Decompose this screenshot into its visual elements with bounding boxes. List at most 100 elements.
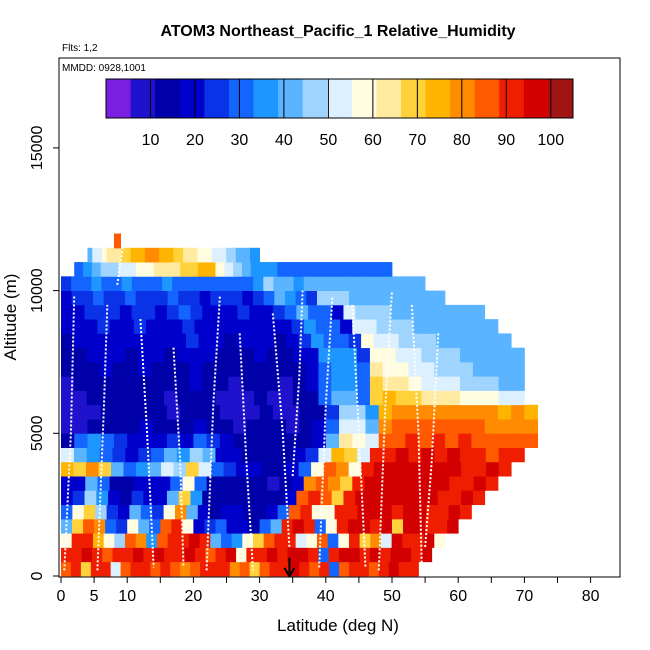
heatmap-cell xyxy=(194,476,208,491)
heatmap-cell xyxy=(259,518,272,534)
heatmap-cell xyxy=(202,347,216,363)
heatmap-cell xyxy=(176,361,191,377)
heatmap-cell xyxy=(202,490,215,506)
heatmap-cell xyxy=(272,433,287,448)
heatmap-cell xyxy=(71,276,82,291)
heatmap-cell xyxy=(133,319,147,334)
heatmap-cell xyxy=(460,347,474,363)
heatmap-cell xyxy=(127,433,141,448)
heatmap-cell xyxy=(511,404,525,420)
heatmap-cell xyxy=(190,561,201,577)
heatmap-cell xyxy=(219,404,234,420)
heatmap-cells xyxy=(61,233,539,577)
heatmap-cell xyxy=(286,333,299,349)
heatmap-cell xyxy=(221,247,227,263)
heatmap-cell xyxy=(376,319,390,334)
heatmap-cell xyxy=(248,333,262,349)
heatmap-cell xyxy=(166,304,180,320)
heatmap-cell xyxy=(254,347,268,363)
heatmap-cell xyxy=(370,290,382,306)
heatmap-cell xyxy=(311,461,324,477)
heatmap-cell xyxy=(171,518,183,534)
heatmap-cell xyxy=(101,276,112,291)
heatmap-cell xyxy=(86,376,101,391)
heatmap-cell xyxy=(200,561,211,577)
heatmap-cell xyxy=(395,390,409,406)
heatmap-cell xyxy=(138,518,150,534)
heatmap-cell xyxy=(497,404,512,420)
heatmap-cell xyxy=(458,433,472,448)
heatmap-cell xyxy=(392,433,406,448)
heatmap-cell xyxy=(252,533,265,548)
heatmap-cell xyxy=(274,533,286,548)
heatmap-cell xyxy=(254,247,260,263)
heatmap-cell xyxy=(202,247,208,263)
heatmap-cell xyxy=(266,447,281,463)
heatmap-cell xyxy=(378,561,390,577)
heatmap-cell xyxy=(182,518,194,534)
heatmap-cell xyxy=(118,504,130,520)
heatmap-cell xyxy=(96,304,109,320)
heatmap-cell xyxy=(151,447,165,463)
heatmap-cell xyxy=(259,419,274,434)
heatmap-cell xyxy=(461,333,475,349)
heatmap-cell xyxy=(254,504,267,520)
heatmap-cell xyxy=(215,262,225,277)
heatmap-cell xyxy=(84,490,97,506)
heatmap-cell xyxy=(206,404,221,420)
heatmap-cell xyxy=(312,433,327,448)
heatmap-cell xyxy=(511,361,525,377)
heatmap-cell xyxy=(352,319,365,334)
heatmap-cell xyxy=(237,490,250,506)
heatmap-cell xyxy=(414,276,426,291)
heatmap-cell xyxy=(384,276,396,291)
heatmap-cell xyxy=(149,247,155,263)
x-tick-label: 30 xyxy=(251,588,269,605)
heatmap-cell xyxy=(344,390,358,406)
heatmap-cell xyxy=(331,376,345,391)
heatmap-cell xyxy=(136,262,146,277)
heatmap-cell xyxy=(83,262,93,277)
heatmap-cell xyxy=(215,547,227,563)
heatmap-cell xyxy=(331,361,345,377)
heatmap-cell xyxy=(421,547,433,563)
heatmap-cell xyxy=(382,390,397,406)
heatmap-cell xyxy=(357,504,370,520)
heatmap-cell xyxy=(163,447,178,463)
heatmap-cell xyxy=(61,376,75,391)
heatmap-cell xyxy=(207,247,213,263)
heatmap-cell xyxy=(87,247,93,263)
heatmap-cell xyxy=(127,404,141,420)
colorbar-segment xyxy=(228,79,254,118)
heatmap-cell xyxy=(131,490,144,506)
heatmap-cell xyxy=(329,561,340,577)
heatmap-cell xyxy=(297,547,309,563)
heatmap-cell xyxy=(402,533,414,548)
heatmap-cell xyxy=(318,361,332,377)
heatmap-cell xyxy=(485,361,500,377)
heatmap-cell xyxy=(210,533,222,548)
heatmap-cell xyxy=(125,390,139,406)
heatmap-cell xyxy=(113,419,128,434)
heatmap-cell xyxy=(308,490,321,506)
heatmap-cell xyxy=(339,404,353,420)
heatmap-cell xyxy=(325,518,338,534)
heatmap-cell xyxy=(146,290,158,306)
heatmap-cell xyxy=(357,347,371,363)
heatmap-cell xyxy=(423,533,435,548)
heatmap-cell xyxy=(160,561,171,577)
heatmap-cell xyxy=(392,518,404,534)
flight-track xyxy=(351,304,367,568)
heatmap-cell xyxy=(163,504,176,520)
heatmap-cell xyxy=(299,561,310,577)
heatmap-cell xyxy=(378,304,391,320)
heatmap-cell xyxy=(408,390,422,406)
heatmap-cell xyxy=(460,361,474,377)
heatmap-cell xyxy=(135,247,141,263)
flight-track xyxy=(291,290,304,477)
heatmap-cell xyxy=(143,304,156,320)
heatmap-cell xyxy=(434,376,448,391)
heatmap-cell xyxy=(98,333,112,349)
heatmap-cell xyxy=(121,319,135,334)
